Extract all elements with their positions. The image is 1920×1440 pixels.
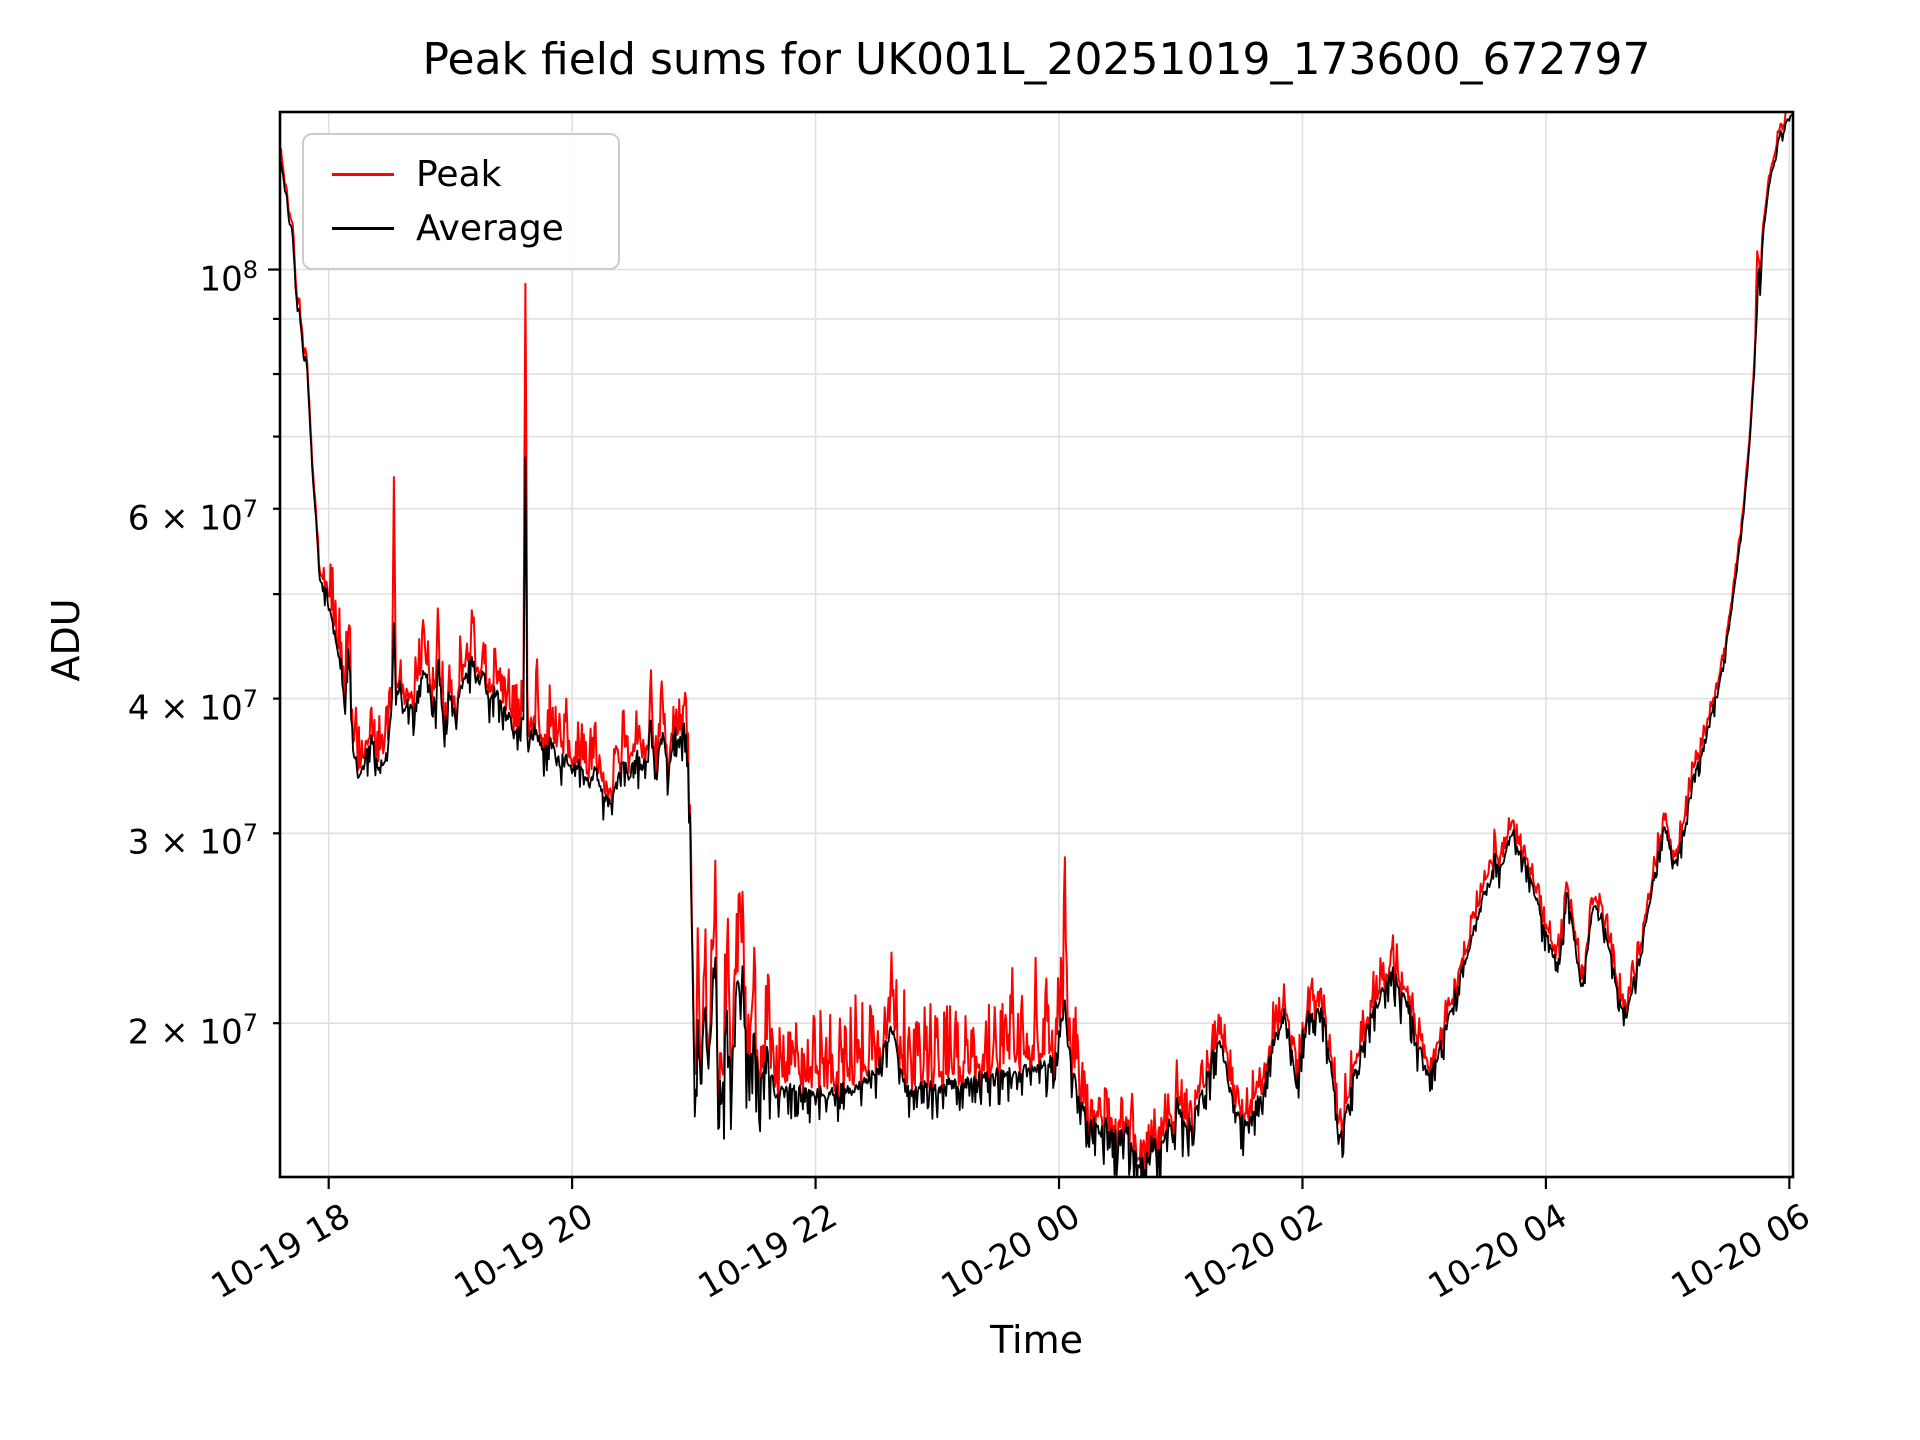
legend-item-average: Average (304, 208, 618, 249)
gridlines (280, 112, 1793, 1177)
y-tick-label: 3 × 107 (127, 819, 258, 863)
y-tick-label: 108 (199, 255, 258, 299)
x-axis-label: Time (990, 1318, 1083, 1362)
y-tick-label: 6 × 107 (127, 494, 258, 539)
peak-line-sample (332, 173, 394, 176)
average-series-line (280, 113, 1793, 1177)
average-line-sample (332, 227, 394, 230)
legend-label-peak: Peak (416, 154, 502, 195)
plot-border (278, 110, 1795, 1179)
y-tick-label: 2 × 107 (127, 1009, 258, 1053)
legend-label-average: Average (416, 208, 564, 249)
y-tick-label: 4 × 107 (127, 684, 258, 728)
tick-marks (268, 268, 1791, 1189)
legend-item-peak: Peak (304, 154, 618, 195)
peak-series-line (280, 112, 1787, 1177)
legend: Peak Average (302, 133, 620, 270)
chart-title: Peak field sums for UK001L_20251019_1736… (422, 34, 1651, 85)
